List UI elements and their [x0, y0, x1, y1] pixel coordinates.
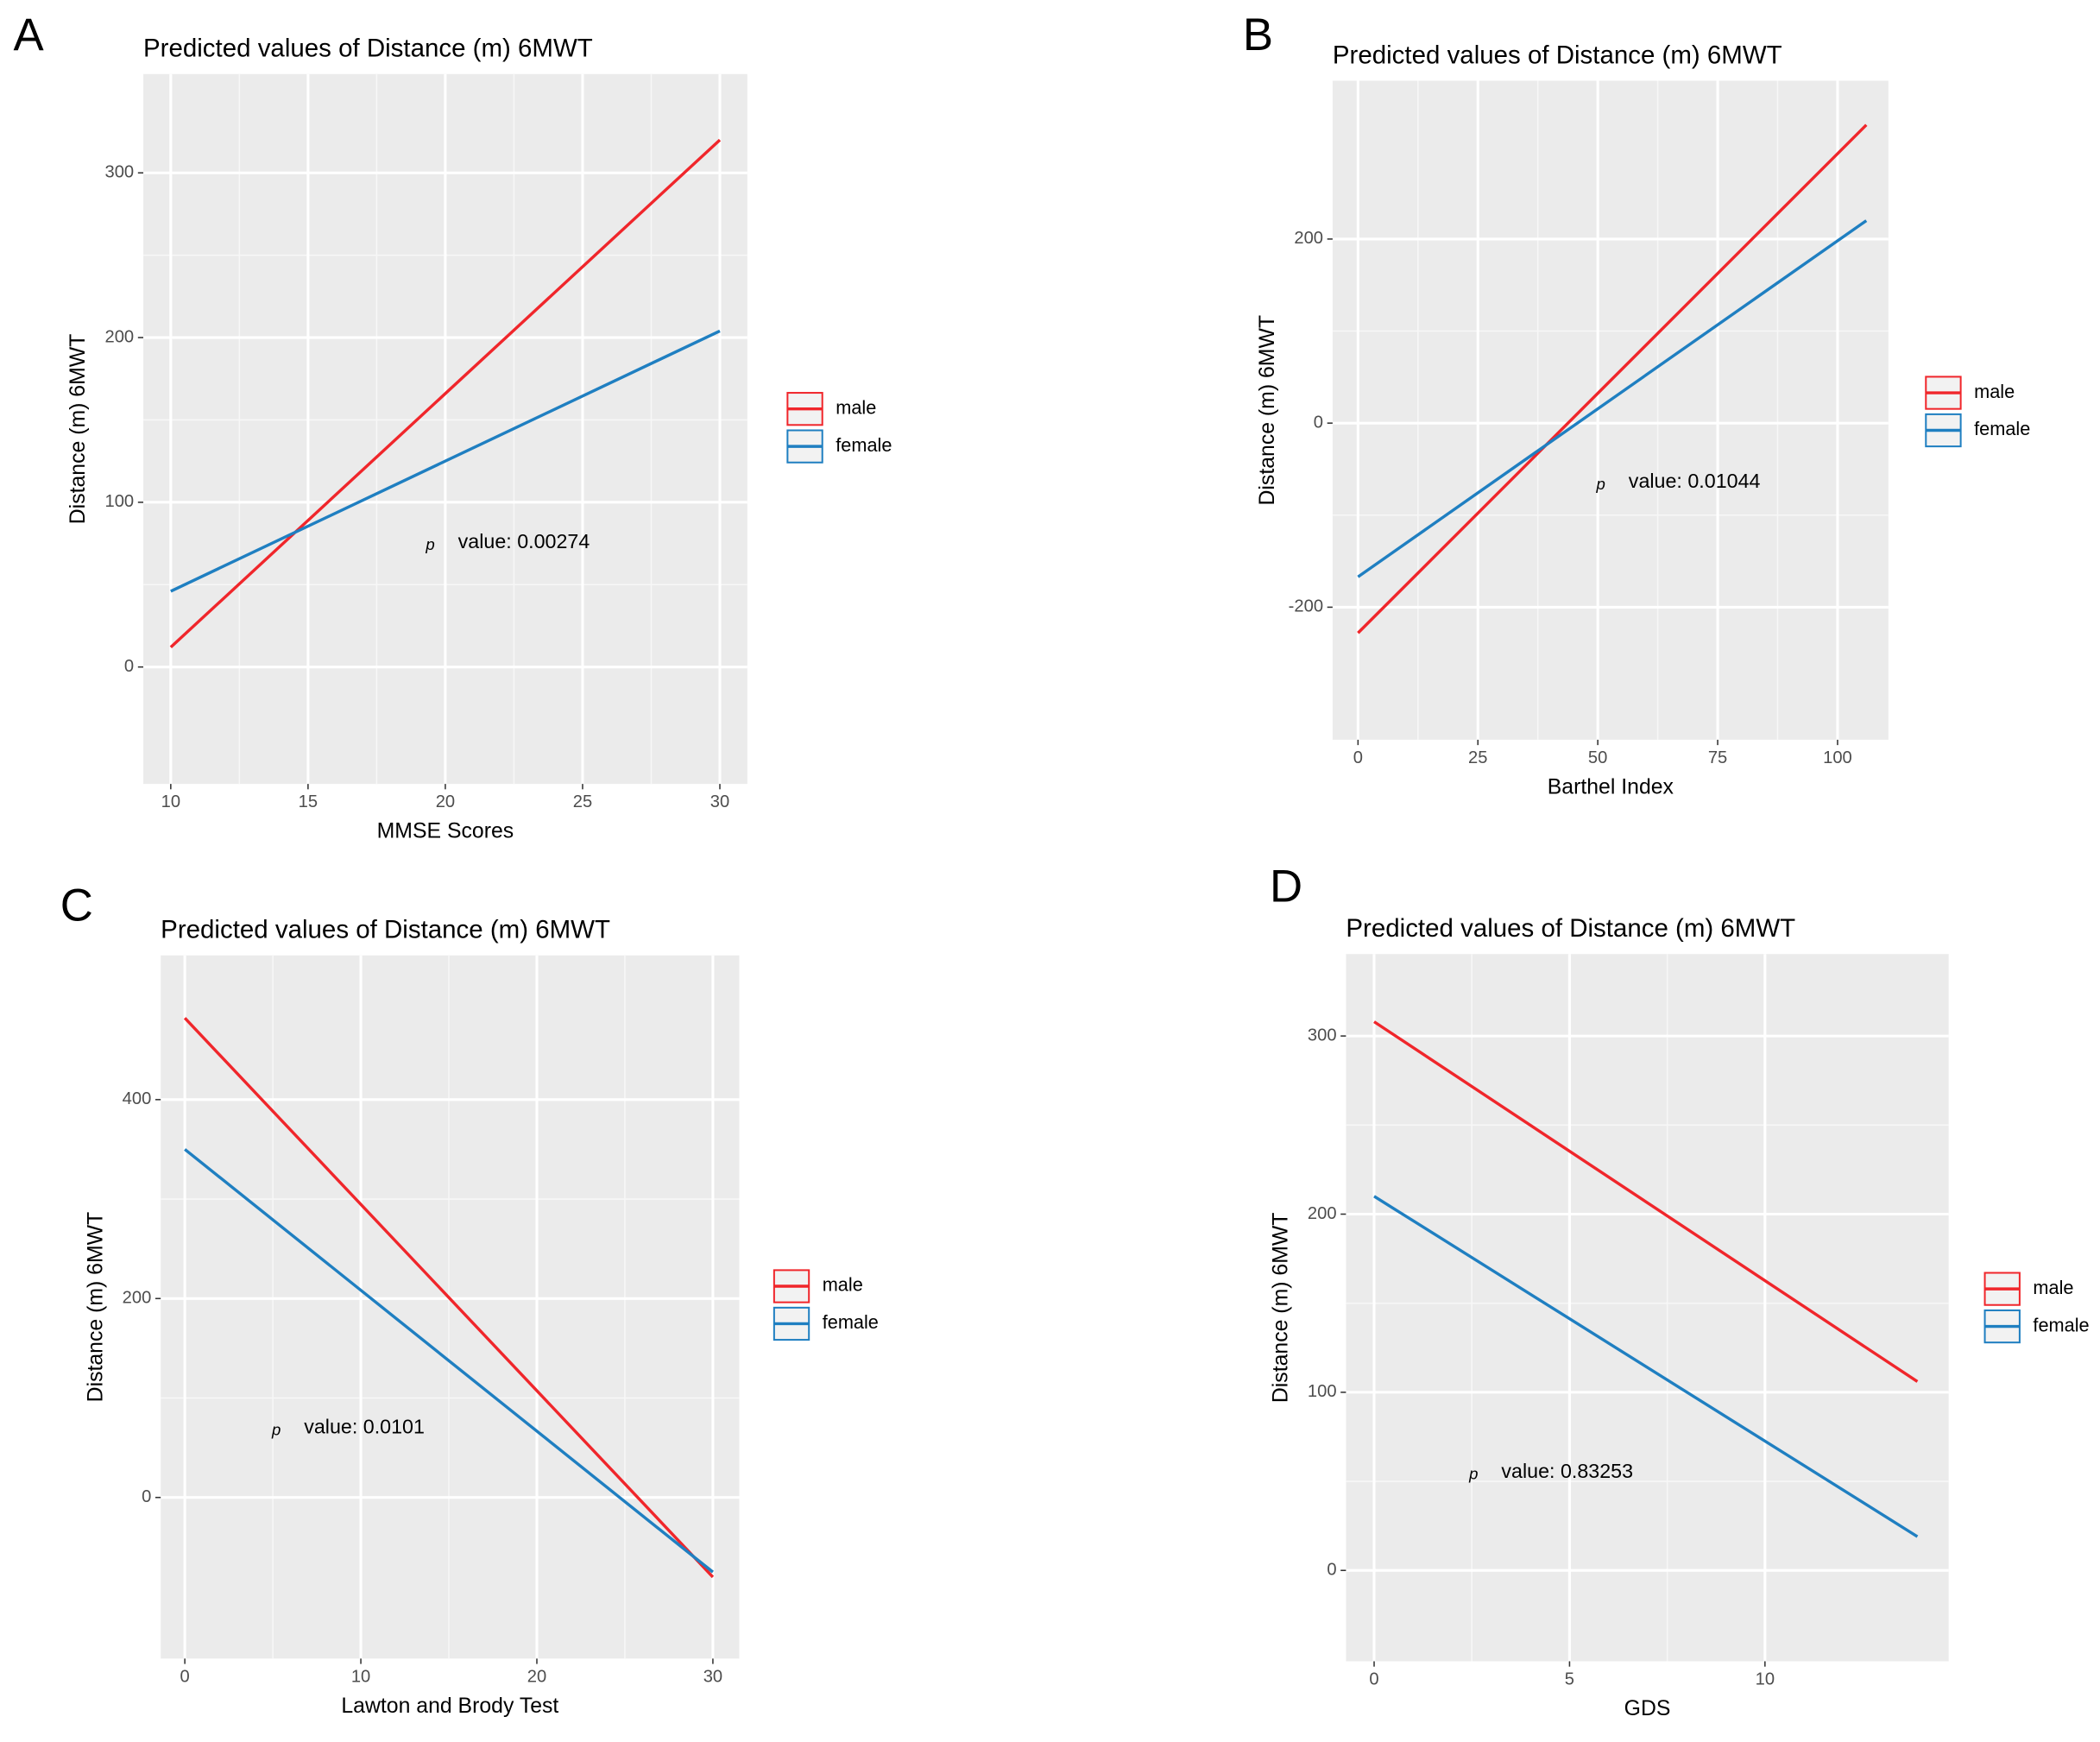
y-tick-label: 100 [105, 492, 135, 511]
x-axis-label: MMSE Scores [377, 820, 514, 843]
x-tick-label: 25 [1468, 748, 1487, 767]
x-tick-label: 20 [527, 1667, 546, 1686]
y-axis-label: Distance (m) 6MWT [84, 1212, 107, 1403]
y-axis-label: Distance (m) 6MWT [1269, 1213, 1292, 1404]
plot-panel [1346, 954, 1949, 1662]
series-line [1357, 219, 1868, 578]
plot-panel [1332, 80, 1889, 740]
x-tick-label: 0 [180, 1667, 190, 1686]
series-line [169, 138, 722, 649]
legend-label: female [2033, 1314, 2089, 1335]
x-axis-label: Barthel Index [1548, 775, 1674, 798]
y-tick-label: 300 [105, 163, 135, 182]
y-tick-label: 200 [123, 1289, 152, 1308]
y-tick-label: 200 [1294, 229, 1323, 248]
y-tick-label: 200 [105, 327, 135, 346]
x-tick-label: 0 [1353, 748, 1363, 767]
legend-label: female [823, 1311, 879, 1333]
annotation-text: value: 0.83253 [1501, 1460, 1633, 1482]
x-tick-label: 50 [1588, 748, 1607, 767]
annotation-symbol: p [1596, 475, 1605, 493]
y-tick-label: 400 [123, 1089, 152, 1108]
x-tick-label: 30 [710, 792, 729, 811]
series-line [1373, 1020, 1919, 1383]
chart-title: Predicted values of Distance (m) 6MWT [1333, 41, 1782, 69]
x-tick-label: 100 [1823, 748, 1852, 767]
legend-label: male [1974, 381, 2015, 402]
x-tick-label: 30 [703, 1667, 722, 1686]
x-tick-label: 25 [573, 792, 592, 811]
y-tick-label: 0 [124, 657, 134, 676]
legend-label: female [1974, 418, 2030, 439]
panel-letter: A [14, 9, 45, 60]
panel-letter: C [60, 880, 93, 931]
y-axis-label: Distance (m) 6MWT [1256, 315, 1279, 506]
x-tick-label: 0 [1369, 1670, 1378, 1689]
y-tick-label: 200 [1308, 1204, 1337, 1223]
chart-title: Predicted values of Distance (m) 6MWT [1346, 914, 1795, 943]
annotation-symbol: p [425, 535, 434, 553]
legend-label: male [823, 1274, 863, 1296]
x-tick-label: 10 [351, 1667, 370, 1686]
legend-label: male [836, 396, 876, 418]
y-axis-label: Distance (m) 6MWT [66, 334, 90, 525]
panel-letter: B [1243, 9, 1273, 60]
x-tick-label: 15 [299, 792, 318, 811]
y-tick-label: 0 [1314, 413, 1323, 432]
x-tick-label: 5 [1565, 1670, 1574, 1689]
annotation-symbol: p [271, 1421, 281, 1439]
x-axis-label: Lawton and Brody Test [341, 1695, 558, 1718]
y-tick-label: 300 [1308, 1026, 1337, 1045]
annotation-text: value: 0.00274 [458, 530, 590, 552]
series-line [1373, 1195, 1919, 1538]
annotation-text: value: 0.0101 [304, 1416, 425, 1438]
y-tick-label: 0 [142, 1487, 151, 1506]
x-tick-label: 75 [1708, 748, 1727, 767]
annotation-text: value: 0.01044 [1629, 470, 1761, 492]
series-line [1357, 123, 1868, 634]
plot-panel [161, 955, 740, 1659]
chart-title: Predicted values of Distance (m) 6MWT [161, 916, 610, 944]
series-line [170, 329, 721, 593]
y-tick-label: 0 [1327, 1561, 1336, 1580]
x-tick-label: 20 [436, 792, 455, 811]
series-line [184, 1148, 714, 1574]
y-tick-label: 100 [1308, 1382, 1337, 1401]
chart-title: Predicted values of Distance (m) 6MWT [143, 35, 593, 63]
x-tick-label: 10 [161, 792, 180, 811]
y-tick-label: -200 [1289, 597, 1323, 616]
x-tick-label: 10 [1756, 1670, 1775, 1689]
legend-label: male [2033, 1277, 2073, 1298]
x-axis-label: GDS [1624, 1697, 1671, 1720]
annotation-symbol: p [1468, 1465, 1478, 1483]
series-line [183, 1017, 715, 1579]
legend-label: female [836, 434, 892, 456]
panel-letter: D [1270, 862, 1302, 912]
